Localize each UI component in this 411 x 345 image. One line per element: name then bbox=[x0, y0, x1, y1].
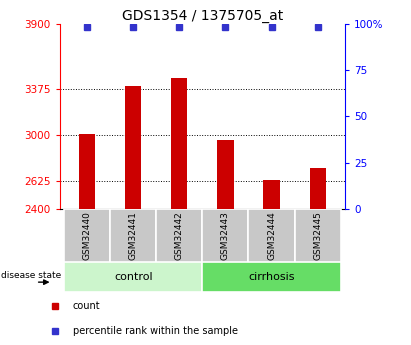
Text: GSM32441: GSM32441 bbox=[129, 211, 138, 260]
Bar bbox=[263, 180, 279, 209]
Bar bbox=[64, 262, 203, 292]
Bar bbox=[295, 209, 341, 262]
Text: control: control bbox=[114, 272, 152, 282]
Bar bbox=[110, 209, 156, 262]
Text: GSM32442: GSM32442 bbox=[175, 211, 184, 260]
Text: count: count bbox=[73, 300, 100, 310]
Text: GSM32443: GSM32443 bbox=[221, 211, 230, 260]
Bar bbox=[79, 134, 95, 209]
Text: GSM32444: GSM32444 bbox=[267, 211, 276, 260]
Text: cirrhosis: cirrhosis bbox=[248, 272, 295, 282]
Bar bbox=[202, 209, 249, 262]
Text: percentile rank within the sample: percentile rank within the sample bbox=[73, 326, 238, 336]
Text: disease state: disease state bbox=[1, 271, 61, 280]
Title: GDS1354 / 1375705_at: GDS1354 / 1375705_at bbox=[122, 9, 283, 23]
Text: GSM32440: GSM32440 bbox=[83, 211, 92, 260]
Bar bbox=[171, 78, 187, 209]
Bar bbox=[249, 209, 295, 262]
Bar bbox=[64, 209, 110, 262]
Bar bbox=[202, 262, 341, 292]
Text: GSM32445: GSM32445 bbox=[313, 211, 322, 260]
Bar bbox=[125, 86, 141, 209]
Bar bbox=[217, 140, 233, 209]
Bar bbox=[309, 168, 326, 209]
Bar bbox=[156, 209, 202, 262]
